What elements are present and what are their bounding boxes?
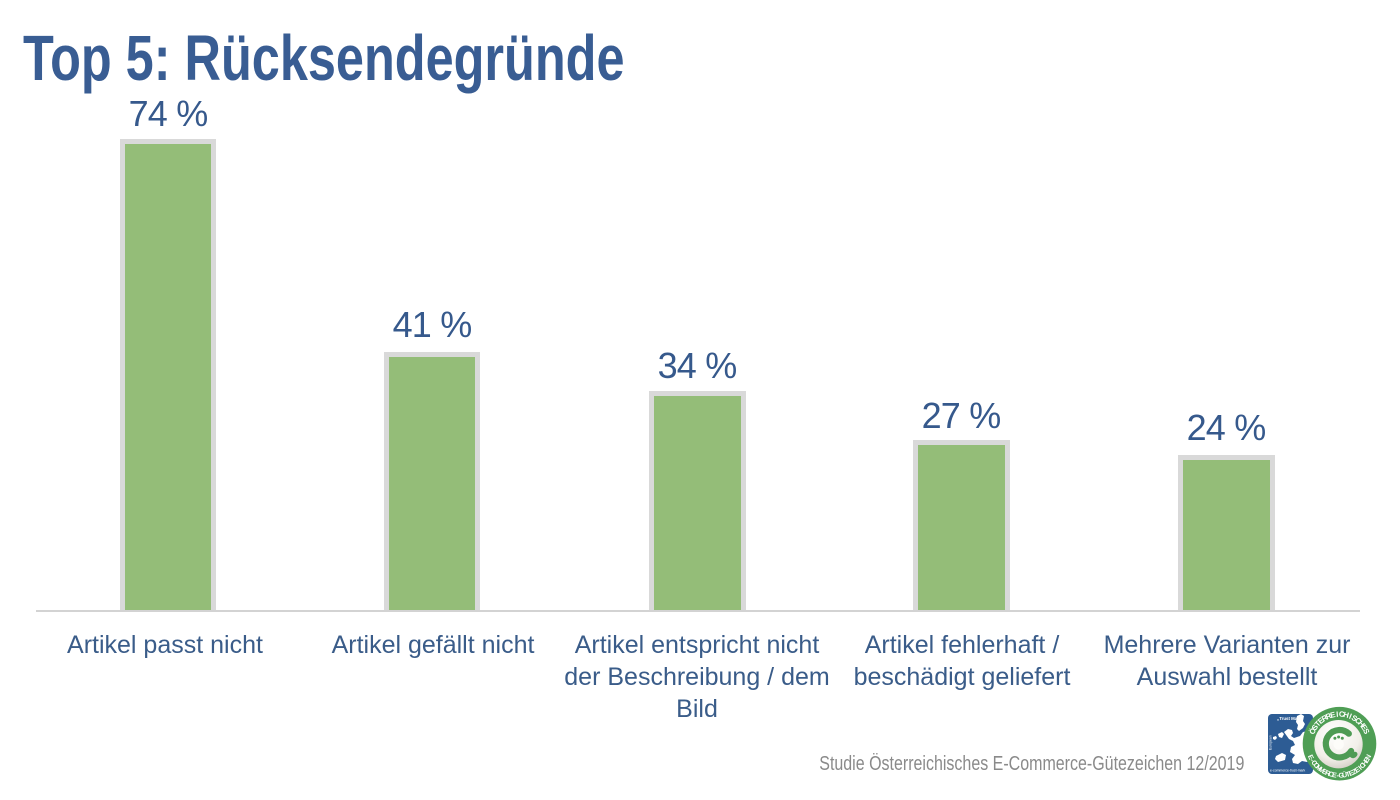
svg-text:H: H (1356, 719, 1367, 729)
svg-text:H: H (1361, 759, 1370, 767)
svg-text:R: R (1324, 711, 1333, 722)
svg-text:E: E (1331, 772, 1337, 780)
svg-text:G: G (1338, 772, 1344, 779)
svg-text:C: C (1359, 762, 1368, 770)
svg-text:C: C (1339, 710, 1346, 719)
svg-text:Ö: Ö (1307, 727, 1318, 736)
svg-text:European: European (1269, 735, 1273, 750)
svg-text:E: E (1359, 723, 1369, 732)
svg-text:C: C (1353, 716, 1363, 727)
svg-text:I: I (1357, 765, 1363, 772)
svg-text:E: E (1321, 768, 1329, 777)
svg-text:T: T (1313, 719, 1323, 729)
svg-text:Z: Z (1351, 768, 1359, 777)
svg-text:R: R (1324, 770, 1331, 778)
svg-text:C: C (1327, 771, 1334, 779)
svg-text:R: R (1320, 713, 1330, 724)
svg-text:H: H (1342, 710, 1350, 720)
svg-text:E: E (1306, 754, 1314, 761)
svg-text:E: E (1363, 756, 1372, 764)
svg-text:E: E (1329, 710, 1336, 720)
svg-text:E: E (1354, 766, 1362, 775)
svg-text:C: C (1309, 759, 1318, 767)
svg-text:-: - (1336, 773, 1339, 780)
svg-text:O: O (1312, 762, 1321, 771)
svg-text:„Trust Mark: „Trust Mark (1277, 716, 1302, 721)
svg-text:M: M (1314, 764, 1323, 773)
svg-text:e-commerce-trust-mark: e-commerce-trust-mark (1270, 769, 1306, 773)
svg-text:E: E (1348, 770, 1355, 778)
svg-text:I: I (1336, 710, 1339, 719)
svg-text:S: S (1310, 723, 1320, 732)
svg-text:S: S (1350, 713, 1359, 723)
svg-text:T: T (1345, 771, 1352, 779)
svg-text:Ü: Ü (1341, 770, 1347, 780)
svg-text:M: M (1317, 766, 1326, 775)
svg-text:E: E (1316, 716, 1326, 726)
svg-text:-: - (1308, 758, 1316, 764)
svg-text:S: S (1361, 727, 1371, 735)
svg-text:N: N (1365, 754, 1373, 762)
svg-text:I: I (1348, 712, 1353, 721)
